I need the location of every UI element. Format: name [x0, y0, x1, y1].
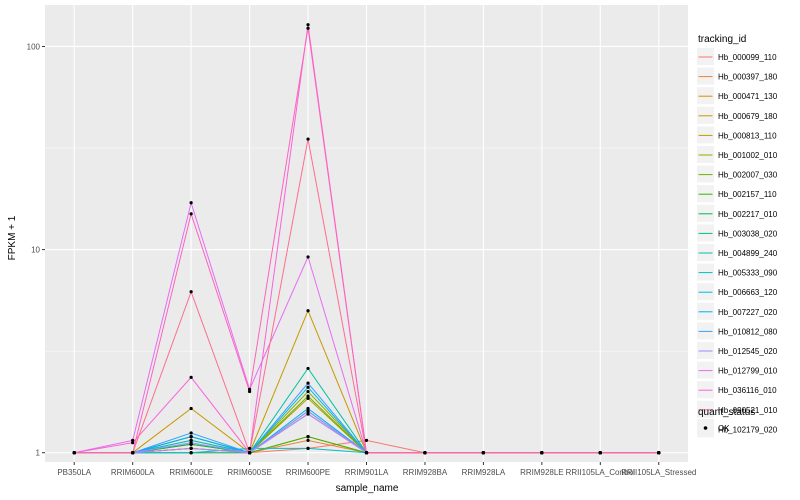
- legend-item-label: Hb_012545_020: [718, 347, 778, 356]
- x-axis: PB350LA RRIM600LA RRIM600LE RRIM600SE RRIM60…: [57, 462, 696, 477]
- shape-legend-title: quant_status: [698, 407, 755, 418]
- data-point: [247, 389, 252, 394]
- plot-panel: [45, 5, 688, 462]
- data-point: [306, 26, 310, 30]
- y-tick-label: 100: [27, 42, 41, 51]
- data-point: [306, 412, 310, 416]
- legend-item-label: Hb_006663_120: [718, 288, 778, 297]
- legend-item-label: Hb_000099_110: [718, 53, 777, 62]
- data-point: [306, 381, 310, 385]
- legend-item-label: Hb_004899_240: [718, 249, 778, 258]
- x-tick-label: PB350LA: [57, 468, 91, 477]
- data-point: [189, 406, 193, 411]
- legend-item-label: Hb_102179_020: [718, 425, 778, 434]
- legend-item-label: Hb_005333_090: [718, 269, 778, 278]
- legend-item-label: Hb_002157_110: [718, 190, 777, 199]
- data-point: [306, 394, 310, 398]
- data-point: [306, 255, 310, 259]
- data-point: [189, 451, 193, 455]
- x-tick-label: RRII105LA_Stressed: [621, 468, 696, 477]
- legend: Hb_000099_110 Hb_000397_180 Hb_000471_130 H…: [697, 48, 778, 438]
- legend-item-label: Hb_036116_010: [718, 386, 777, 395]
- x-tick-label: RRIM928BA: [403, 468, 448, 477]
- data-point: [189, 435, 193, 439]
- data-point: [306, 446, 310, 451]
- legend-item-label: Hb_003038_020: [718, 229, 778, 238]
- data-point: [306, 137, 310, 141]
- data-point: [72, 451, 76, 455]
- data-point: [189, 201, 193, 205]
- x-tick-label: RRIM600SE: [227, 468, 271, 477]
- legend-item-label: Hb_007227_020: [718, 308, 778, 317]
- data-point: [306, 438, 310, 442]
- data-point: [364, 438, 369, 442]
- data-point: [598, 451, 602, 455]
- y-tick-label: 1: [36, 449, 41, 458]
- legend-item-label: Hb_002217_010: [718, 210, 778, 219]
- data-point: [306, 23, 310, 27]
- data-point: [306, 406, 310, 411]
- data-point: [306, 396, 310, 401]
- data-point: [189, 446, 193, 451]
- x-tick-label: RRII105LA_Control: [566, 468, 636, 477]
- legend-title: tracking_id: [698, 34, 746, 45]
- legend-item-label: Hb_002007_030: [718, 171, 778, 180]
- legend-item-label: Hb_000397_180: [718, 73, 778, 82]
- y-tick-label: 10: [31, 246, 40, 255]
- x-tick-label: RRIM600LE: [169, 468, 213, 477]
- x-tick-label: RRIM928LA: [462, 468, 506, 477]
- data-point: [247, 451, 252, 455]
- data-point: [189, 290, 193, 294]
- x-tick-label: RRIM600PE: [286, 468, 330, 477]
- shape-legend-key-point: [703, 426, 708, 430]
- data-point: [306, 435, 310, 439]
- data-point: [423, 451, 427, 455]
- data-point: [540, 451, 544, 455]
- data-point: [189, 212, 193, 216]
- data-point: [189, 375, 193, 379]
- legend-item-label: Hb_090521_010: [718, 406, 778, 415]
- data-point: [131, 441, 135, 445]
- data-point: [306, 309, 310, 313]
- shape-legend-item-label: OK: [718, 424, 730, 433]
- data-point: [131, 438, 135, 442]
- data-point: [306, 409, 310, 413]
- legend-item-label: Hb_000471_130: [718, 92, 778, 101]
- data-point: [364, 451, 369, 455]
- legend-item-label: Hb_000679_180: [718, 112, 778, 121]
- legend-item-label: Hb_001002_010: [718, 151, 778, 160]
- legend-item-label: Hb_010812_080: [718, 327, 778, 336]
- data-point: [306, 366, 310, 371]
- legend-item-label: Hb_012799_010: [718, 367, 778, 376]
- data-point: [306, 389, 310, 394]
- data-point: [131, 451, 135, 455]
- data-point: [657, 451, 661, 455]
- data-point: [189, 441, 193, 445]
- y-axis: 1 10 100: [27, 42, 45, 458]
- x-axis-title: sample_name: [336, 483, 399, 494]
- data-point: [306, 385, 310, 389]
- y-axis-title: FPKM + 1: [7, 215, 18, 260]
- data-point: [189, 431, 193, 435]
- x-tick-label: RRIM901LA: [345, 468, 389, 477]
- legend-item-label: Hb_000813_110: [718, 131, 777, 140]
- data-point: [247, 446, 252, 451]
- x-tick-label: RRIM928LE: [520, 468, 564, 477]
- x-tick-label: RRIM600LA: [111, 468, 155, 477]
- shape-legend: OK: [697, 419, 730, 436]
- data-point: [481, 451, 486, 455]
- data-point: [189, 438, 193, 442]
